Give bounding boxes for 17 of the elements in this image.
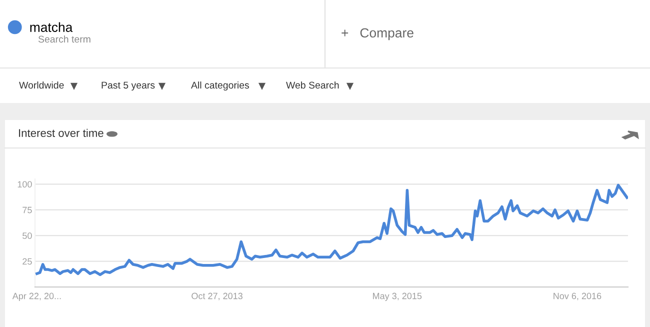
legend-label: matcha <box>30 22 73 32</box>
y-tick-label: 75 <box>22 206 32 214</box>
text: All categories <box>191 81 250 91</box>
chart-title: Interest over time <box>19 128 104 137</box>
text: Past 5 years <box>102 82 155 91</box>
y-tick-label: 50 <box>22 232 32 239</box>
text: Search term <box>38 35 90 43</box>
x-tick-label: Nov 6, 2016 <box>554 292 602 300</box>
text: Web Search <box>286 81 339 89</box>
y-tick-label: 25 <box>22 258 32 265</box>
x-tick-label: Oct 27, 2013 <box>192 292 242 300</box>
x-tick-label: May 3, 2015 <box>373 292 422 301</box>
text: + Compare <box>342 28 414 40</box>
line-series <box>36 184 628 276</box>
y-tick-label: 100 <box>18 181 32 188</box>
x-tick-label: Apr 22, 20... <box>12 292 61 301</box>
text: Worldwide <box>19 81 64 89</box>
